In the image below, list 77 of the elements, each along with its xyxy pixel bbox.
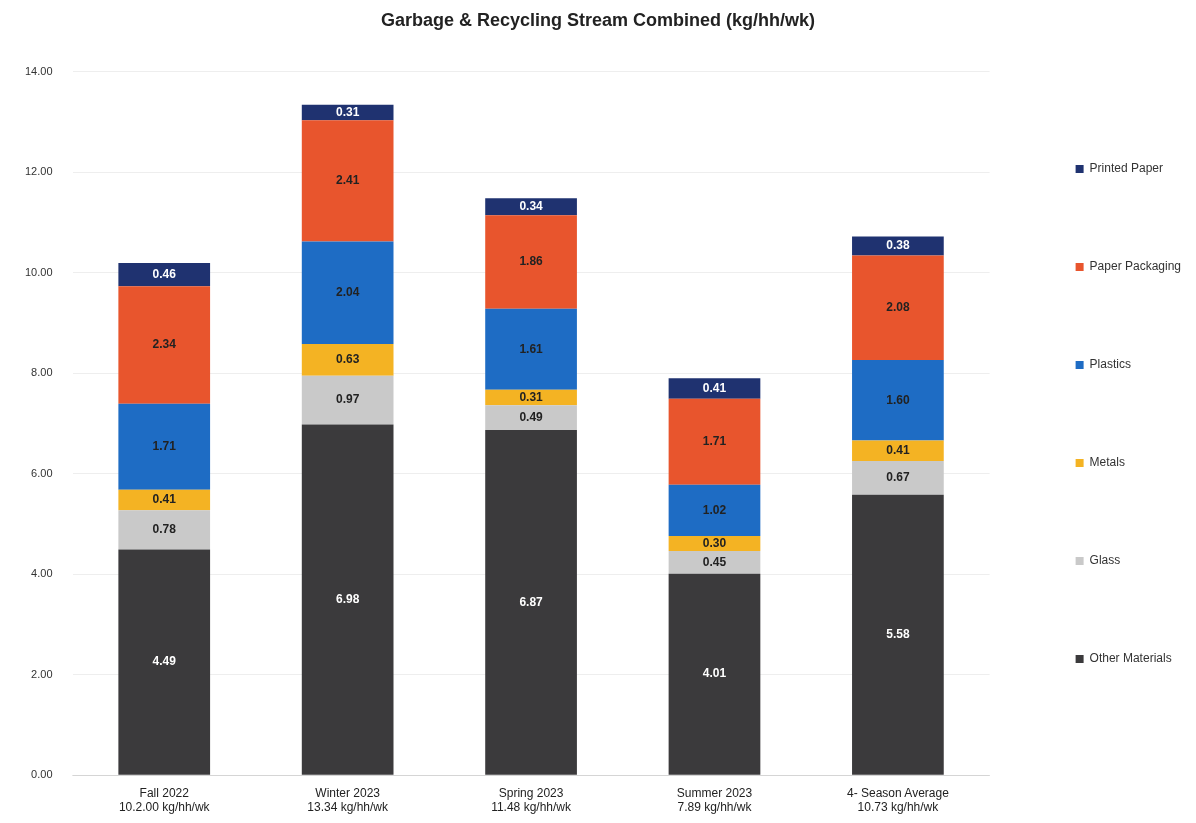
- bar: [118, 549, 211, 775]
- data-label: 2.08: [886, 300, 910, 315]
- legend-label: Other Materials: [1089, 651, 1172, 666]
- legend-label: Glass: [1089, 553, 1121, 568]
- x-tick-label: Fall 2022 10.2.00 kg/hh/wk: [118, 785, 211, 815]
- data-label: 6.87: [519, 594, 544, 609]
- bar: [668, 378, 761, 399]
- bar: [301, 241, 394, 344]
- data-label: 0.30: [702, 535, 727, 550]
- bar: [301, 424, 394, 775]
- bar: [852, 440, 944, 462]
- bar: [668, 484, 761, 536]
- y-tick-label: 14.00: [25, 64, 53, 77]
- y-tick-label: 0.00: [31, 768, 53, 781]
- y-tick-label: 10.00: [25, 265, 53, 278]
- data-label: 2.34: [152, 337, 177, 352]
- bar: [118, 403, 211, 490]
- data-label: 0.34: [519, 199, 544, 214]
- data-label: 0.41: [702, 380, 727, 395]
- bar: [118, 263, 211, 287]
- bar: [485, 198, 577, 216]
- y-tick-label: 2.00: [31, 667, 53, 680]
- data-label: 0.31: [519, 389, 544, 404]
- data-label: 2.41: [335, 173, 360, 188]
- data-label: 0.31: [335, 104, 360, 119]
- bar: [485, 308, 577, 390]
- bar: [485, 215, 577, 309]
- data-label: 1.60: [886, 392, 910, 407]
- bar: [668, 398, 761, 485]
- data-label: 0.46: [152, 266, 177, 281]
- bar: [668, 573, 761, 775]
- bar: [485, 405, 577, 430]
- bar: [852, 494, 944, 775]
- legend-label: Plastics: [1089, 357, 1131, 372]
- data-label: 6.98: [335, 591, 360, 606]
- x-tick-label: Spring 2023 11.48 kg/hh/wk: [491, 785, 572, 815]
- y-tick-label: 6.00: [31, 466, 53, 479]
- data-label: 0.78: [152, 522, 177, 537]
- bar: [485, 429, 577, 775]
- legend-label: Paper Packaging: [1089, 259, 1182, 274]
- bar: [852, 236, 944, 256]
- bar: [301, 343, 394, 376]
- bar: [118, 510, 211, 550]
- data-label: 1.02: [702, 502, 727, 517]
- data-label: 5.58: [886, 627, 910, 642]
- data-label: 1.86: [519, 254, 544, 269]
- x-tick-label: 4- Season Average 10.73 kg/hh/wk: [846, 785, 950, 815]
- bar: [301, 120, 394, 242]
- x-tick-label: Winter 2023 13.34 kg/hh/wk: [307, 785, 390, 815]
- data-label: 0.97: [335, 392, 360, 407]
- bar: [852, 255, 944, 361]
- data-label: 4.49: [152, 654, 177, 669]
- bar: [301, 375, 394, 425]
- x-tick-label: Summer 2023 7.89 kg/hh/wk: [676, 785, 753, 815]
- data-label: 1.61: [519, 341, 544, 356]
- chart-title: Garbage & Recycling Stream Combined (kg/hh/wk): [380, 9, 816, 30]
- data-label: 2.04: [335, 285, 360, 300]
- data-label: 0.67: [886, 470, 910, 485]
- y-tick-label: 8.00: [31, 366, 53, 379]
- data-label: 0.63: [335, 352, 360, 367]
- y-tick-label: 4.00: [31, 567, 53, 580]
- data-label: 0.45: [702, 554, 727, 569]
- bar: [852, 360, 944, 441]
- data-label: 0.41: [152, 492, 177, 507]
- data-label: 0.38: [886, 238, 910, 253]
- legend-label: Printed Paper: [1089, 161, 1163, 176]
- bar: [118, 286, 211, 404]
- data-label: 4.01: [702, 666, 727, 681]
- bar: [118, 489, 211, 511]
- data-label: 1.71: [152, 439, 177, 454]
- legend-label: Metals: [1089, 455, 1125, 470]
- data-label: 0.41: [886, 443, 910, 458]
- bar: [668, 551, 761, 574]
- data-label: 1.71: [702, 434, 727, 449]
- y-tick-label: 12.00: [25, 165, 53, 178]
- data-label: 0.49: [519, 409, 544, 424]
- bar: [852, 461, 944, 495]
